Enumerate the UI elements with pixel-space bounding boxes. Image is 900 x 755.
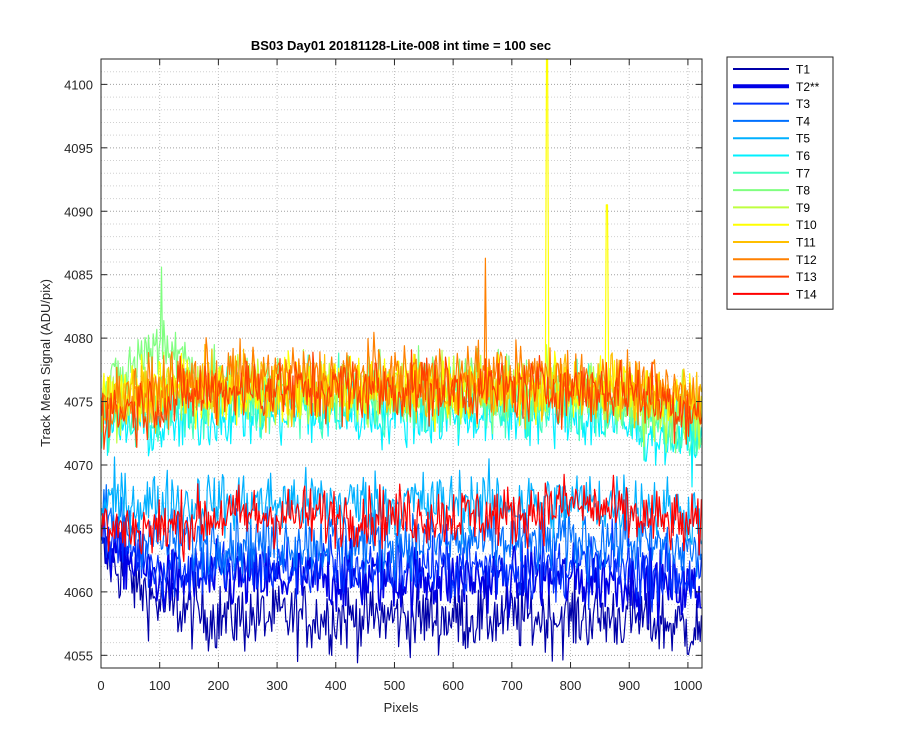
x-tick-label: 1000 <box>673 678 702 693</box>
legend-label: T1 <box>796 63 810 77</box>
x-tick-label: 0 <box>97 678 104 693</box>
y-tick-label: 4100 <box>64 77 93 92</box>
series-line-t14 <box>101 473 702 563</box>
x-tick-label: 100 <box>149 678 171 693</box>
legend-label: T9 <box>796 201 810 215</box>
x-tick-label: 800 <box>560 678 582 693</box>
legend-label: T7 <box>796 166 810 180</box>
y-tick-label: 4060 <box>64 585 93 600</box>
legend-label: T13 <box>796 270 817 284</box>
x-axis: 0 100 200 300 400 500 600 700 800 900 1000 <box>97 59 702 693</box>
x-tick-label: 600 <box>442 678 464 693</box>
legend-box <box>726 56 834 310</box>
y-tick-label: 4065 <box>64 521 93 536</box>
x-tick-label: 500 <box>384 678 406 693</box>
y-tick-label: 4055 <box>64 648 93 663</box>
legend-label: T8 <box>796 184 810 198</box>
legend-label: T11 <box>796 236 816 250</box>
x-tick-label: 300 <box>266 678 288 693</box>
x-tick-label: 200 <box>208 678 230 693</box>
y-tick-label: 4090 <box>64 204 93 219</box>
x-tick-label: 400 <box>325 678 347 693</box>
y-tick-label: 4095 <box>64 141 93 156</box>
legend-label: T5 <box>796 132 810 146</box>
series-line-t13 <box>101 349 702 450</box>
y-tick-label: 4070 <box>64 458 93 473</box>
series-line-t12 <box>101 257 702 430</box>
legend-label: T14 <box>796 287 817 301</box>
x-axis-label: Pixels <box>384 700 419 715</box>
legend-label: T3 <box>796 97 810 111</box>
x-tick-label: 900 <box>618 678 640 693</box>
legend-label: T12 <box>796 253 817 267</box>
y-axis: 4055 4060 4065 4070 4075 4080 4085 4090 4095 4100 <box>64 77 702 663</box>
legend[interactable]: T1 T2** T3 T4 T5 T6 T7 T8 T9 T10 T11 T12 T13 T14 <box>726 56 834 310</box>
legend-label: T10 <box>796 218 817 232</box>
plot-frame <box>100 58 703 669</box>
y-tick-label: 4075 <box>64 395 93 410</box>
y-tick-label: 4080 <box>64 331 93 346</box>
y-axis-label: Track Mean Signal (ADU/pix) <box>38 279 53 447</box>
legend-label: T6 <box>796 149 810 163</box>
chart-title: BS03 Day01 20181128-Lite-008 int time = … <box>251 38 551 53</box>
legend-label: T4 <box>796 114 810 128</box>
y-tick-label: 4085 <box>64 268 93 283</box>
series-lines <box>101 59 702 664</box>
x-tick-label: 700 <box>501 678 523 693</box>
legend-label: T2** <box>796 80 820 94</box>
